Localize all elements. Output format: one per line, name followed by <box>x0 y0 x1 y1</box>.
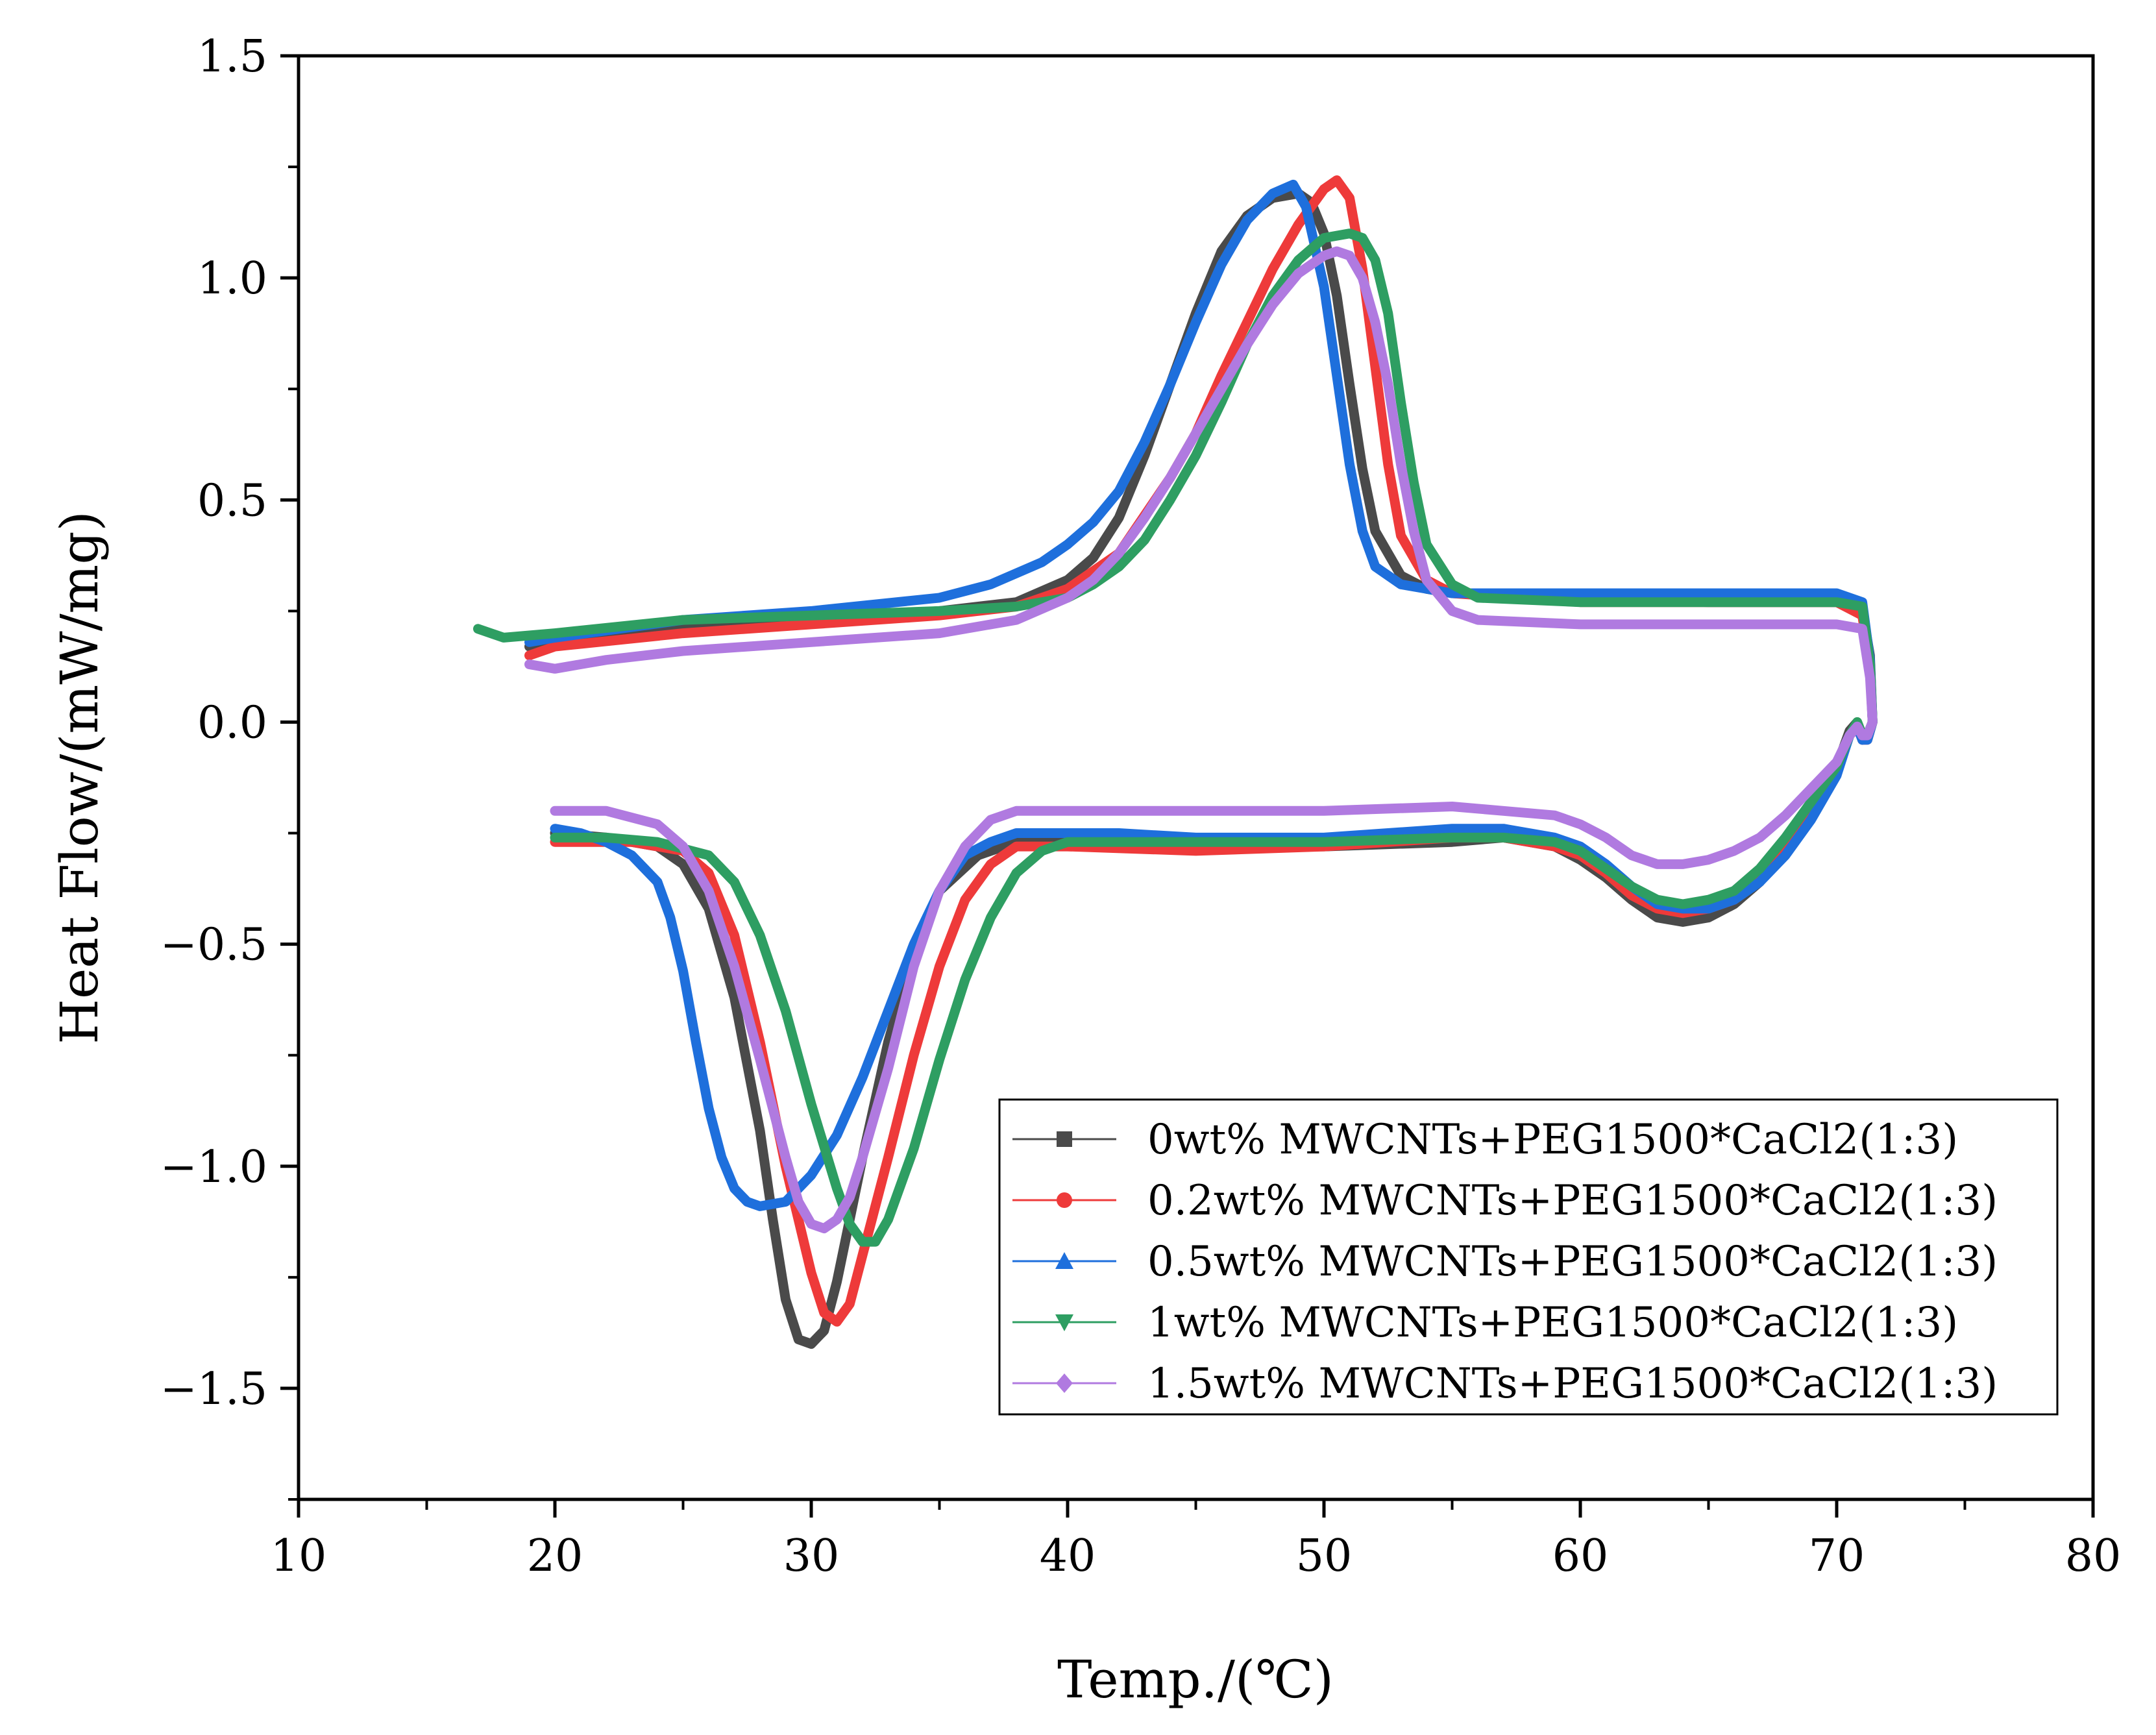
series-line-1-heating <box>524 175 1878 745</box>
y-tick-label: 1.0 <box>197 253 267 304</box>
x-tick-label: 80 <box>2065 1531 2122 1582</box>
legend-entry-label: 0.5wt% MWCNTs+PEG1500*CaCl2(1:3) <box>1147 1238 1998 1286</box>
y-tick-label: −1.5 <box>160 1364 267 1415</box>
y-tick-label: −1.0 <box>160 1142 267 1193</box>
x-tick-label: 10 <box>271 1531 327 1582</box>
series-line-4-cooling <box>550 721 1867 1234</box>
legend-marker <box>1055 1314 1073 1331</box>
y-tick-label: 0.5 <box>197 475 267 526</box>
x-tick-label: 60 <box>1552 1531 1609 1582</box>
legend-marker <box>1057 1192 1072 1208</box>
x-tick-label: 20 <box>527 1531 583 1582</box>
x-tick-label: 50 <box>1296 1531 1353 1582</box>
legend-marker <box>1055 1252 1073 1269</box>
series-line-3-heating <box>473 228 1878 741</box>
y-tick-label: 0.0 <box>197 697 267 748</box>
y-tick-label: −0.5 <box>160 920 267 971</box>
x-tick-label: 70 <box>1809 1531 1865 1582</box>
legend-entry-label: 0wt% MWCNTs+PEG1500*CaCl2(1:3) <box>1147 1116 1958 1164</box>
series-line-2-heating <box>524 179 1878 745</box>
ticks-layer: 10 20 30 40 50 60 70 80 1.5 1.0 0.5 0.0 −0.5 −1.0 −1.5 <box>160 31 2121 1582</box>
legend: 0wt% MWCNTs+PEG1500*CaCl2(1:3) 0.2wt% MWC… <box>998 1098 2059 1416</box>
x-tick-label: 40 <box>1040 1531 1096 1582</box>
legend-items: 0wt% MWCNTs+PEG1500*CaCl2(1:3) 0.2wt% MWC… <box>1012 1116 1998 1408</box>
legend-marker <box>1056 1373 1073 1393</box>
y-axis-title: Heat Flow/(mW/mg) <box>49 511 110 1044</box>
legend-entry-label: 1wt% MWCNTs+PEG1500*CaCl2(1:3) <box>1147 1299 1958 1347</box>
x-tick-label: 30 <box>783 1531 840 1582</box>
series-line-0-heating <box>524 188 1878 741</box>
series-line-3-cooling <box>550 717 1867 1247</box>
y-tick-label: 1.5 <box>197 31 267 82</box>
series-line-2-cooling <box>550 721 1867 1211</box>
x-axis-title: Temp./(℃) <box>1057 1649 1334 1710</box>
legend-entry-label: 1.5wt% MWCNTs+PEG1500*CaCl2(1:3) <box>1147 1360 1998 1408</box>
series-layer <box>473 175 1878 1349</box>
legend-box <box>998 1098 2059 1416</box>
legend-entry-label: 0.2wt% MWCNTs+PEG1500*CaCl2(1:3) <box>1147 1177 1998 1225</box>
series-line-4-heating <box>524 246 1878 741</box>
legend-marker <box>1057 1131 1072 1147</box>
